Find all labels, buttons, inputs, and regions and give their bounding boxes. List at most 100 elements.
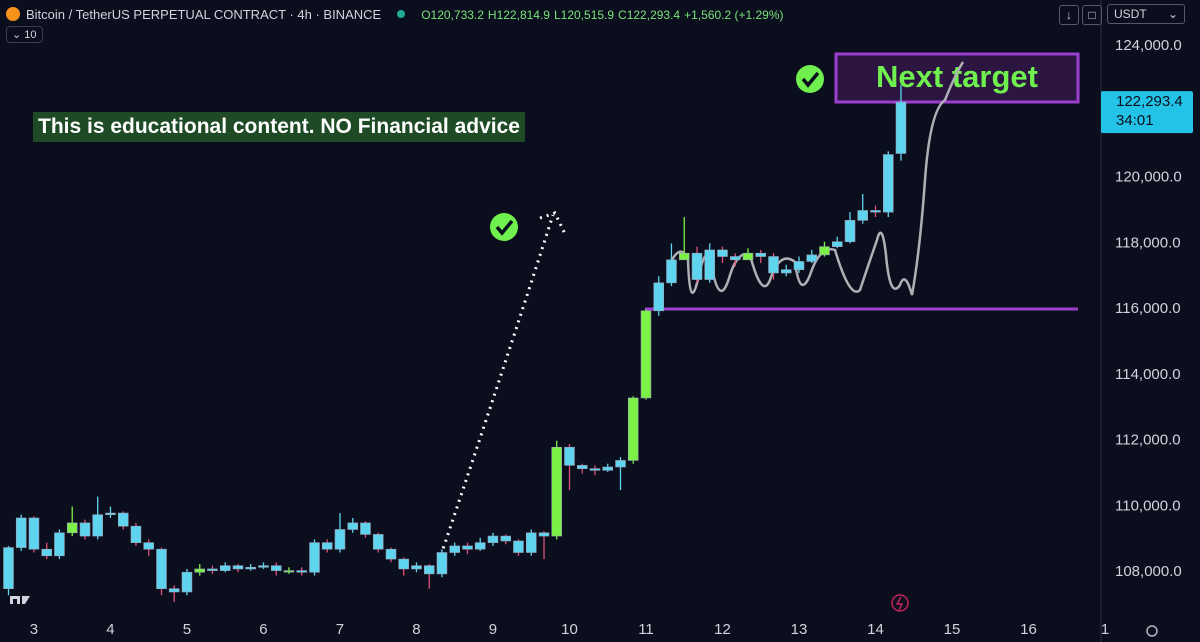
candle-body	[730, 256, 741, 261]
candle-body	[92, 514, 103, 537]
candle-body	[513, 540, 524, 553]
check-icon	[495, 219, 514, 236]
x-tick-label: 16	[1020, 621, 1037, 638]
snapshot-button[interactable]: □	[1082, 5, 1102, 25]
candle-body	[296, 570, 307, 573]
event-icon[interactable]	[891, 594, 909, 612]
candle-body	[500, 535, 512, 542]
candle-body	[28, 517, 40, 550]
download-button[interactable]: ↓	[1059, 5, 1079, 25]
disclaimer-text: This is educational content. NO Financia…	[38, 115, 520, 138]
check-icon	[796, 65, 824, 93]
candle-body	[219, 565, 231, 571]
candle-body	[79, 522, 91, 537]
candle-body	[54, 532, 65, 557]
candle-body	[831, 241, 843, 247]
ohlc-legend: O120,733.2 H122,814.9 L120,515.9 C122,293.4…	[421, 7, 787, 22]
y-tick-label: 110,000.0	[1115, 497, 1181, 514]
candle-body	[3, 547, 14, 589]
candle-body	[181, 571, 193, 593]
candle-body	[398, 558, 409, 570]
currency-select[interactable]: USDT ⌄	[1107, 4, 1185, 24]
candle-body	[819, 246, 830, 256]
y-tick-label: 108,000.0	[1115, 563, 1182, 580]
candle-body	[334, 529, 346, 550]
target-box	[834, 52, 1080, 104]
last-price-label: 122,293.4	[1116, 93, 1183, 110]
candle-body	[615, 460, 626, 468]
legend-open: O120,733.2	[421, 7, 484, 22]
candle-body	[15, 517, 27, 548]
candle-body	[870, 210, 881, 213]
candle-body	[780, 269, 792, 274]
candle-body	[640, 310, 652, 399]
candle-body	[577, 465, 588, 469]
candle-body	[487, 535, 499, 543]
x-tick-label: 1	[1101, 621, 1109, 638]
legend-change: +1,560.2 (+1.29%)	[684, 7, 784, 22]
candle-body	[372, 534, 384, 550]
y-tick-label: 118,000.0	[1115, 234, 1181, 251]
candle-body	[105, 512, 116, 515]
x-tick-label: 12	[714, 621, 731, 638]
candle-body	[258, 565, 269, 568]
candle-body	[194, 568, 206, 573]
x-tick-label: 5	[183, 621, 191, 638]
candle-body	[717, 249, 728, 257]
candle-body	[768, 256, 779, 274]
candle-body	[117, 512, 129, 527]
candle-body	[156, 548, 167, 589]
x-tick-label: 8	[412, 621, 420, 638]
x-tick-label: 15	[944, 621, 961, 638]
candle-body	[207, 568, 218, 571]
symbol-title: Bitcoin / TetherUS PERPETUAL CONTRACT · …	[26, 6, 382, 22]
candle-body	[411, 565, 422, 570]
settings-icon[interactable]	[1146, 625, 1158, 637]
candle-body	[653, 282, 665, 312]
last-price-marker	[1101, 91, 1193, 134]
candle-body	[232, 565, 244, 570]
x-tick-label: 4	[106, 621, 114, 638]
dotted-arrow	[439, 214, 555, 556]
candle-body	[844, 220, 856, 243]
x-tick-label: 3	[30, 621, 38, 638]
candle-body	[309, 542, 320, 573]
candle-body	[691, 252, 703, 280]
candle-body	[347, 522, 359, 530]
candle-body	[283, 570, 295, 573]
tv-logo	[10, 596, 30, 604]
target-label: Next target	[876, 59, 1038, 94]
symbol-icon	[6, 7, 20, 21]
indicator-badge[interactable]: ⌄ 10	[6, 26, 43, 43]
candle-body	[130, 525, 142, 543]
disclaimer: This is educational content. NO Financia…	[33, 112, 525, 142]
legend-low: L120,515.9	[553, 7, 615, 22]
candle-body	[589, 468, 601, 471]
x-tick-label: 7	[336, 621, 344, 638]
candle-body	[525, 532, 537, 553]
candle-body	[168, 588, 180, 593]
candle-body	[436, 552, 448, 575]
candle-body	[474, 542, 486, 550]
candle-body	[793, 261, 805, 270]
legend-close: C122,293.4	[618, 7, 681, 22]
x-tick-label: 11	[638, 621, 654, 638]
arrow-head	[539, 211, 568, 237]
candle-body	[755, 252, 766, 257]
candle-body	[883, 154, 894, 213]
x-tick-label: 10	[561, 621, 578, 638]
x-tick-label: 9	[489, 621, 497, 638]
candle-body	[424, 565, 435, 575]
dropdown-arrow: ⌄	[1167, 7, 1178, 21]
check-icon	[490, 213, 518, 241]
y-tick-label: 124,000.0	[1115, 37, 1182, 54]
candle-body	[742, 252, 754, 261]
y-tick-label: 120,000.0	[1115, 169, 1182, 186]
candle-body	[462, 545, 473, 550]
candle-body	[245, 567, 256, 570]
indicator-value: 10	[24, 29, 37, 41]
y-tick-label: 114,000.0	[1115, 366, 1181, 383]
candle-body	[704, 249, 715, 280]
